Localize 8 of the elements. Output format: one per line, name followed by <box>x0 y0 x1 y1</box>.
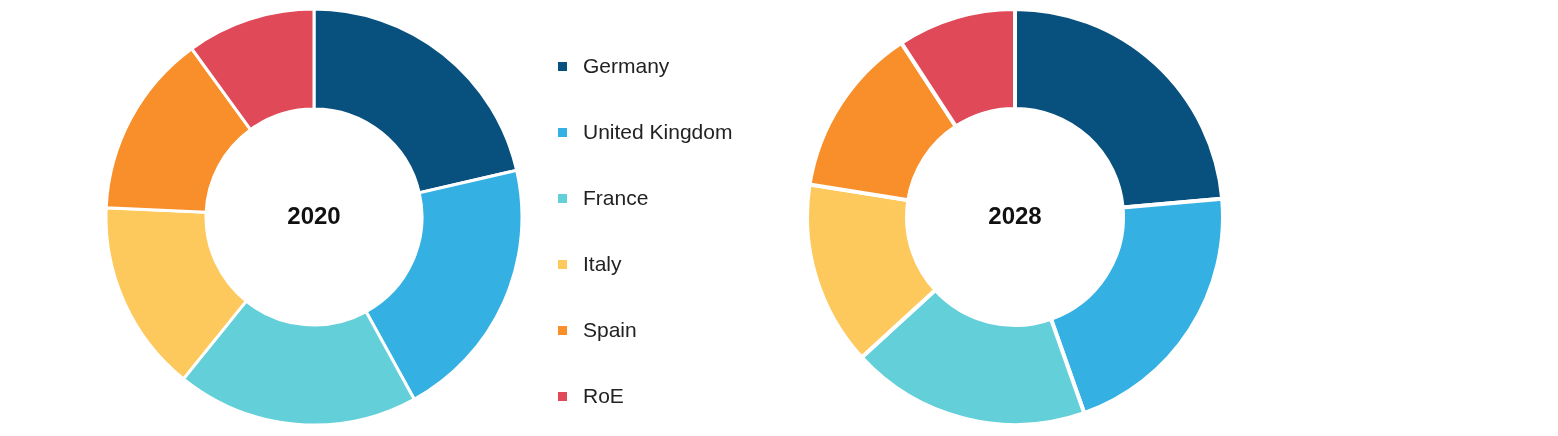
legend-label: Italy <box>583 251 623 275</box>
legend-label: RoE <box>583 383 624 407</box>
legend-label: Germany <box>583 53 670 77</box>
legend-label: France <box>583 185 649 209</box>
slice-label: 2028 <box>988 202 1042 229</box>
legend-label: Spain <box>583 317 637 341</box>
slice-label: 2020 <box>287 202 341 229</box>
legend-label: United Kingdom <box>583 119 733 143</box>
